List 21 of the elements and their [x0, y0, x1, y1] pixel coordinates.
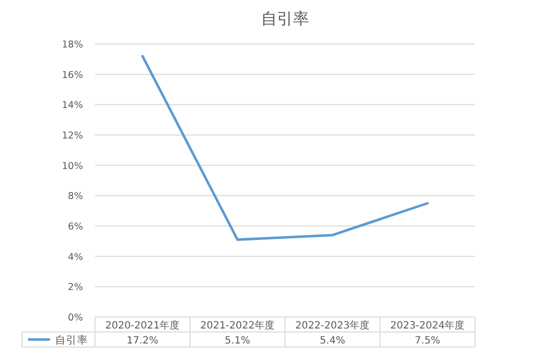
- y-tick-label: 16%: [62, 70, 83, 81]
- data-label: 17.2%: [126, 336, 158, 346]
- y-tick-label: 8%: [68, 191, 83, 202]
- x-tick-label: 2023-2024年度: [390, 320, 465, 332]
- y-tick-label: 6%: [68, 222, 83, 232]
- y-tick-label: 0%: [68, 312, 83, 324]
- x-tick-label: 2021-2022年度: [200, 320, 275, 332]
- data-label: 5.4%: [320, 336, 346, 346]
- data-label: 5.1%: [224, 336, 250, 346]
- chart-title: 自引率: [261, 9, 309, 28]
- x-tick-label: 2022-2023年度: [295, 320, 370, 332]
- data-label: 7.5%: [414, 336, 440, 346]
- y-tick-label: 10%: [62, 160, 83, 172]
- y-tick-label: 2%: [68, 282, 83, 294]
- legend-label: 自引率: [55, 334, 88, 346]
- y-tick-label: 4%: [68, 252, 83, 263]
- y-tick-label: 14%: [62, 100, 83, 112]
- y-tick-label: 18%: [62, 40, 83, 50]
- y-tick-label: 12%: [62, 130, 83, 142]
- x-tick-label: 2020-2021年度: [105, 320, 180, 332]
- line-series: [141, 54, 429, 241]
